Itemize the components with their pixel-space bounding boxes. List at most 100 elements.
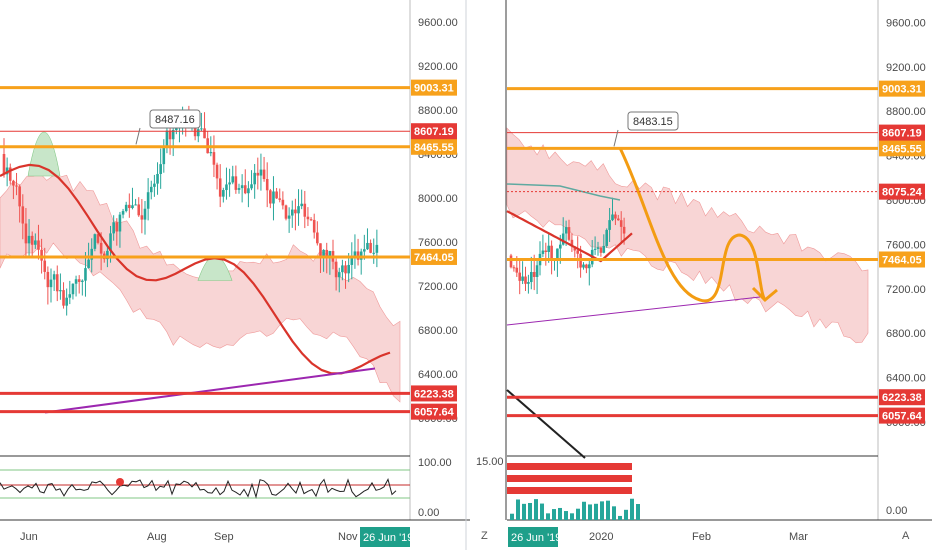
y-tick-label: 7200.00	[418, 281, 458, 293]
candle-body	[322, 249, 325, 259]
candle-body	[287, 215, 291, 219]
auto-scale-button[interactable]: A	[902, 530, 910, 542]
candle-body	[369, 242, 372, 253]
candle-body	[366, 242, 369, 250]
ichimoku-cloud	[0, 172, 401, 403]
indicator-bar	[582, 501, 586, 520]
candle-body	[300, 203, 303, 207]
candle-body	[247, 188, 250, 194]
level-tag-label: 9003.31	[414, 83, 454, 95]
zoom-toggle-button[interactable]: Z	[481, 530, 488, 542]
indicator-bar	[636, 504, 640, 520]
projection-arrowhead	[751, 286, 778, 303]
y-tick-label: 8000.00	[418, 193, 458, 205]
candle-body	[121, 211, 125, 215]
candle-body	[159, 164, 162, 174]
date-badge-label: 26 Jun '19	[363, 532, 413, 544]
candle-body	[611, 214, 614, 221]
candle-body	[203, 128, 206, 139]
candle-body	[547, 245, 550, 252]
indicator-line	[0, 478, 397, 499]
candle-body	[196, 129, 200, 137]
candle-body	[37, 240, 40, 250]
candle-body	[524, 276, 527, 284]
callout-pointer	[613, 129, 619, 147]
candle-body	[605, 229, 608, 246]
candle-body	[55, 274, 59, 292]
candle-body	[84, 268, 87, 281]
candle-body	[128, 204, 131, 209]
candle-body	[312, 219, 316, 233]
callout-label: 8487.16	[155, 114, 195, 126]
x-tick-label: Aug	[147, 531, 167, 543]
candle-body	[515, 267, 519, 273]
candle-body	[200, 128, 203, 130]
candle-body	[49, 279, 53, 288]
candle-body	[240, 185, 244, 189]
candle-body	[46, 271, 50, 288]
candle-body	[588, 264, 591, 269]
ema-line	[506, 210, 633, 263]
y-tick-label: 6800.00	[886, 328, 926, 340]
left-chart-panel: 9600.009200.008800.008400.008000.007600.…	[0, 0, 470, 547]
callout-box	[627, 111, 679, 131]
candle-body	[131, 205, 134, 209]
level-tag	[879, 80, 925, 97]
candle-body	[319, 243, 322, 259]
indicator-bar	[552, 509, 556, 520]
candle-body	[149, 186, 153, 193]
candle-body	[284, 205, 288, 219]
y-tick-label: 9600.00	[418, 17, 458, 29]
candle-body	[218, 178, 222, 197]
candle-body	[259, 169, 263, 176]
baseline-line	[506, 183, 621, 201]
candle-body	[222, 190, 225, 197]
level-tag-label: 8465.55	[414, 142, 454, 154]
candle-body	[290, 209, 294, 216]
indicator-bar	[618, 515, 622, 520]
candle-body	[275, 191, 278, 199]
candle-body	[617, 218, 620, 221]
level-tag	[411, 138, 457, 155]
candle-body	[599, 247, 603, 253]
level-tag-label: 6223.38	[414, 388, 454, 400]
candle-body	[156, 173, 159, 184]
candle-body	[112, 222, 115, 234]
candle-body	[608, 220, 611, 230]
indicator-tick-label: 15.00	[476, 456, 504, 468]
candle-body	[532, 271, 536, 277]
candle-body	[281, 199, 285, 206]
candle-body	[124, 204, 128, 212]
indicator-bar	[630, 498, 634, 520]
y-tick-label: 9200.00	[886, 62, 926, 74]
right-chart-panel: 9600.009200.008800.008400.008000.007600.…	[476, 0, 932, 547]
candle-body	[193, 122, 197, 137]
candle-body	[162, 146, 166, 165]
y-tick-label: 7200.00	[886, 284, 926, 296]
candle-body	[570, 239, 574, 247]
candle-body	[619, 220, 623, 227]
date-badge-label: 26 Jun '19	[511, 532, 561, 544]
candle-body	[34, 240, 37, 245]
callout-pointer	[135, 127, 141, 145]
x-tick-label: Jun	[20, 531, 38, 543]
y-tick-label: 7600.00	[418, 237, 458, 249]
level-tag-label: 9003.31	[882, 84, 922, 96]
level-tag	[879, 251, 925, 268]
indicator-bar	[540, 503, 544, 520]
level-tag-label: 6057.64	[414, 407, 455, 419]
level-tag	[411, 79, 457, 96]
candle-body	[62, 290, 65, 306]
level-tag-label: 7464.05	[414, 252, 454, 264]
x-tick-label: Feb	[692, 531, 711, 543]
candle-body	[306, 216, 310, 220]
x-tick-label: Sep	[214, 531, 234, 543]
candle-body	[596, 247, 600, 249]
indicator-bar	[534, 499, 538, 520]
candle-body	[341, 265, 344, 273]
candle-body	[140, 215, 144, 220]
indicator-bar	[576, 508, 580, 520]
candle-body	[234, 176, 238, 190]
candle-body	[231, 176, 235, 183]
